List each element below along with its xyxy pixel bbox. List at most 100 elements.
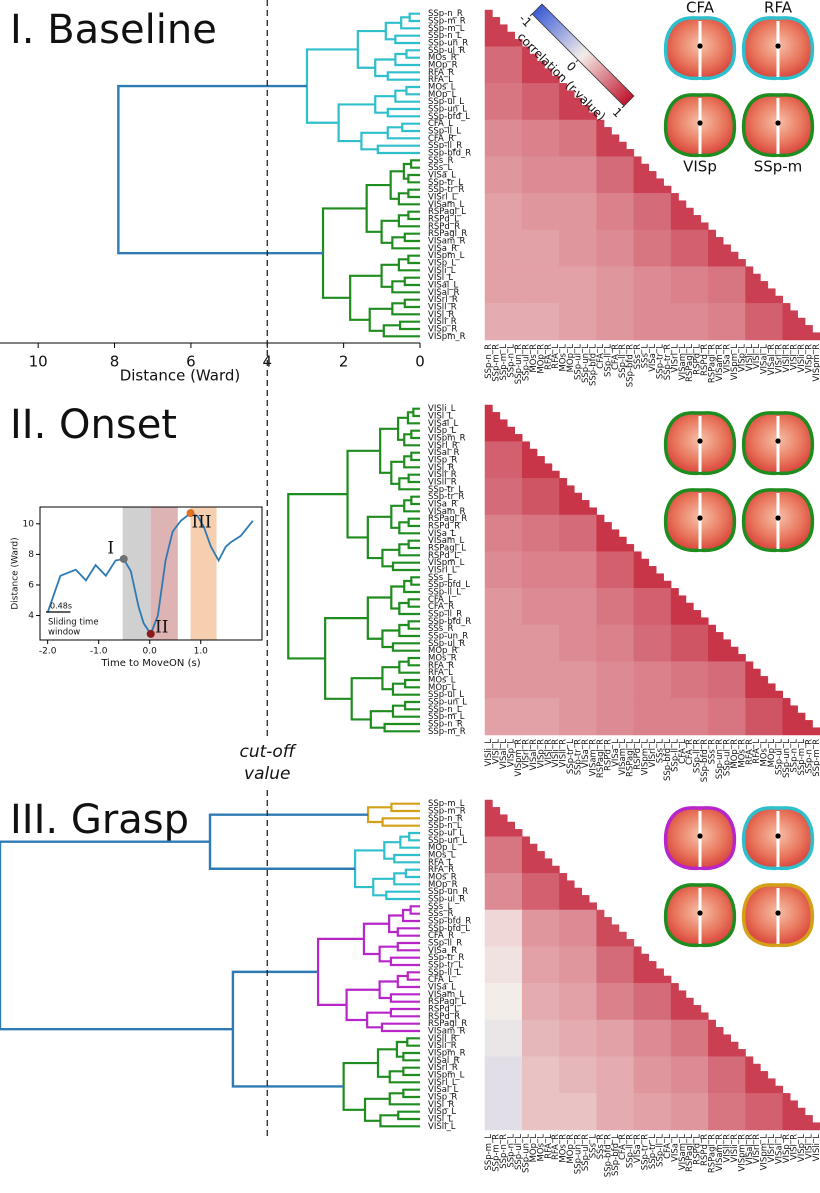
heatmap-cell [484,983,523,1021]
heatmap-cell [596,624,635,662]
x-axis-title: Distance (Ward) [120,367,241,385]
column-label: CFA_R [685,739,695,765]
column-label: VISp_R [536,739,546,768]
column-label: MOs_L [559,344,569,372]
row-label: VISrl_L [428,1078,457,1088]
column-label: SSp-n_R [804,739,814,774]
heatmap-cell [521,156,560,194]
heatmap-cell [596,1019,635,1057]
row-label: SSp-ll_R [428,939,462,949]
heatmap-cell [484,1019,523,1057]
dendrogram-branch [406,971,420,981]
x-tick-label: 0.0 [143,647,158,657]
row-label: SSp-ll_R [428,141,462,151]
heatmap-cell [521,624,560,662]
column-label: VISll_R [559,739,569,768]
y-tick-label: 10 [23,519,35,529]
heatmap-cell [521,836,560,874]
row-label: VISa_R [428,500,457,510]
heatmap-cell [484,1093,523,1131]
column-label: RSPd_L [693,344,703,375]
heatmap-cell [484,119,523,157]
heatmap-cell [484,946,523,984]
column-label: VISp_R [782,1134,792,1163]
row-label: VISa_R [428,244,457,254]
column-label: SSp-m_L [499,344,509,381]
dendrogram-cluster [316,937,364,1006]
column-label: SSs_L [641,344,651,368]
column-label: SSp-tr_R [641,1134,651,1170]
column-label: SSp-un_L [782,739,792,778]
column-label: VISl_R [789,1134,799,1160]
dendrogram-branch [403,232,420,243]
dendrogram-branch [403,276,420,287]
heatmap-cell [521,983,560,1021]
column-label: VISam_L [678,1134,688,1170]
column-label: SSp-ll_R [693,739,703,773]
dendrogram-branch [381,666,400,691]
map-label: VISp [683,158,717,176]
column-label: SSp-m_R [492,344,502,382]
column-label: SSp-ul_L [514,1134,524,1170]
heatmap-cell [633,946,672,984]
dendrogram-join [117,84,324,255]
plot-frame [39,506,263,641]
column-label: CFA_L [596,344,606,369]
row-label: MOs_R [428,654,457,664]
dendrogram-branch [360,131,388,151]
heatmap-cell [521,873,560,911]
column-label: RFA_L [544,1134,554,1159]
midline [776,416,780,472]
heatmap-cell [521,441,560,479]
heatmap-cell [521,303,560,341]
row-label: SSs_R [428,909,453,919]
heatmap-cell [596,698,635,736]
heatmap-cell [484,478,523,516]
row-label: SSp-ul_R [428,895,465,905]
heatmap-cell [559,193,597,231]
midline [776,21,780,77]
row-label: RFA_L [428,858,453,868]
heatmap-cell [484,799,523,837]
dendrogram-branch [396,416,408,441]
dendrogram-branch [390,460,405,485]
dendrogram-branch [390,585,405,610]
column-label: SSp-m_R [492,1134,502,1172]
row-label: RSPd_R [428,1012,460,1022]
column-label: SSp-n_L [789,739,799,773]
column-label: SSp-bfd_L [588,344,598,386]
row-label: VISl_L [428,273,453,283]
column-label: SSp-n_L [507,344,517,378]
column-label: SSp-ll_L [670,739,680,772]
colorbar-tick [621,105,625,109]
dendrogram-branch [391,236,420,250]
heatmap-cell [782,303,820,341]
dendrogram-branch [396,927,420,937]
heatmap-cell [521,514,560,552]
heatmap-cell [484,836,523,874]
row-label: VISam_L [428,990,464,1000]
dendrogram-branch [404,868,420,879]
column-label: VISrl_L [648,739,658,768]
brain-map [663,411,737,476]
dendrogram-branch [388,1070,420,1084]
dendrogram-branch [394,34,420,45]
row-label: VISam_R [428,237,465,247]
dendrogram-branch [350,677,383,721]
dendrogram-branch [407,517,420,528]
dendrogram-branch [410,159,420,169]
heatmap-cell [596,909,635,947]
heatmap-cell [484,83,523,121]
brain-map [741,16,815,81]
heatmap-cell [559,588,597,626]
heatmap-cell [633,588,672,626]
dendrogram-branch [394,52,420,67]
time-window [122,507,151,640]
dendrogram-branch [381,817,420,827]
dendrogram-branch [407,656,420,667]
heatmap-cell [745,1056,784,1094]
heatmap-cell [670,229,709,267]
phase-label: II [155,617,168,637]
dendrogram-cluster [305,48,358,124]
